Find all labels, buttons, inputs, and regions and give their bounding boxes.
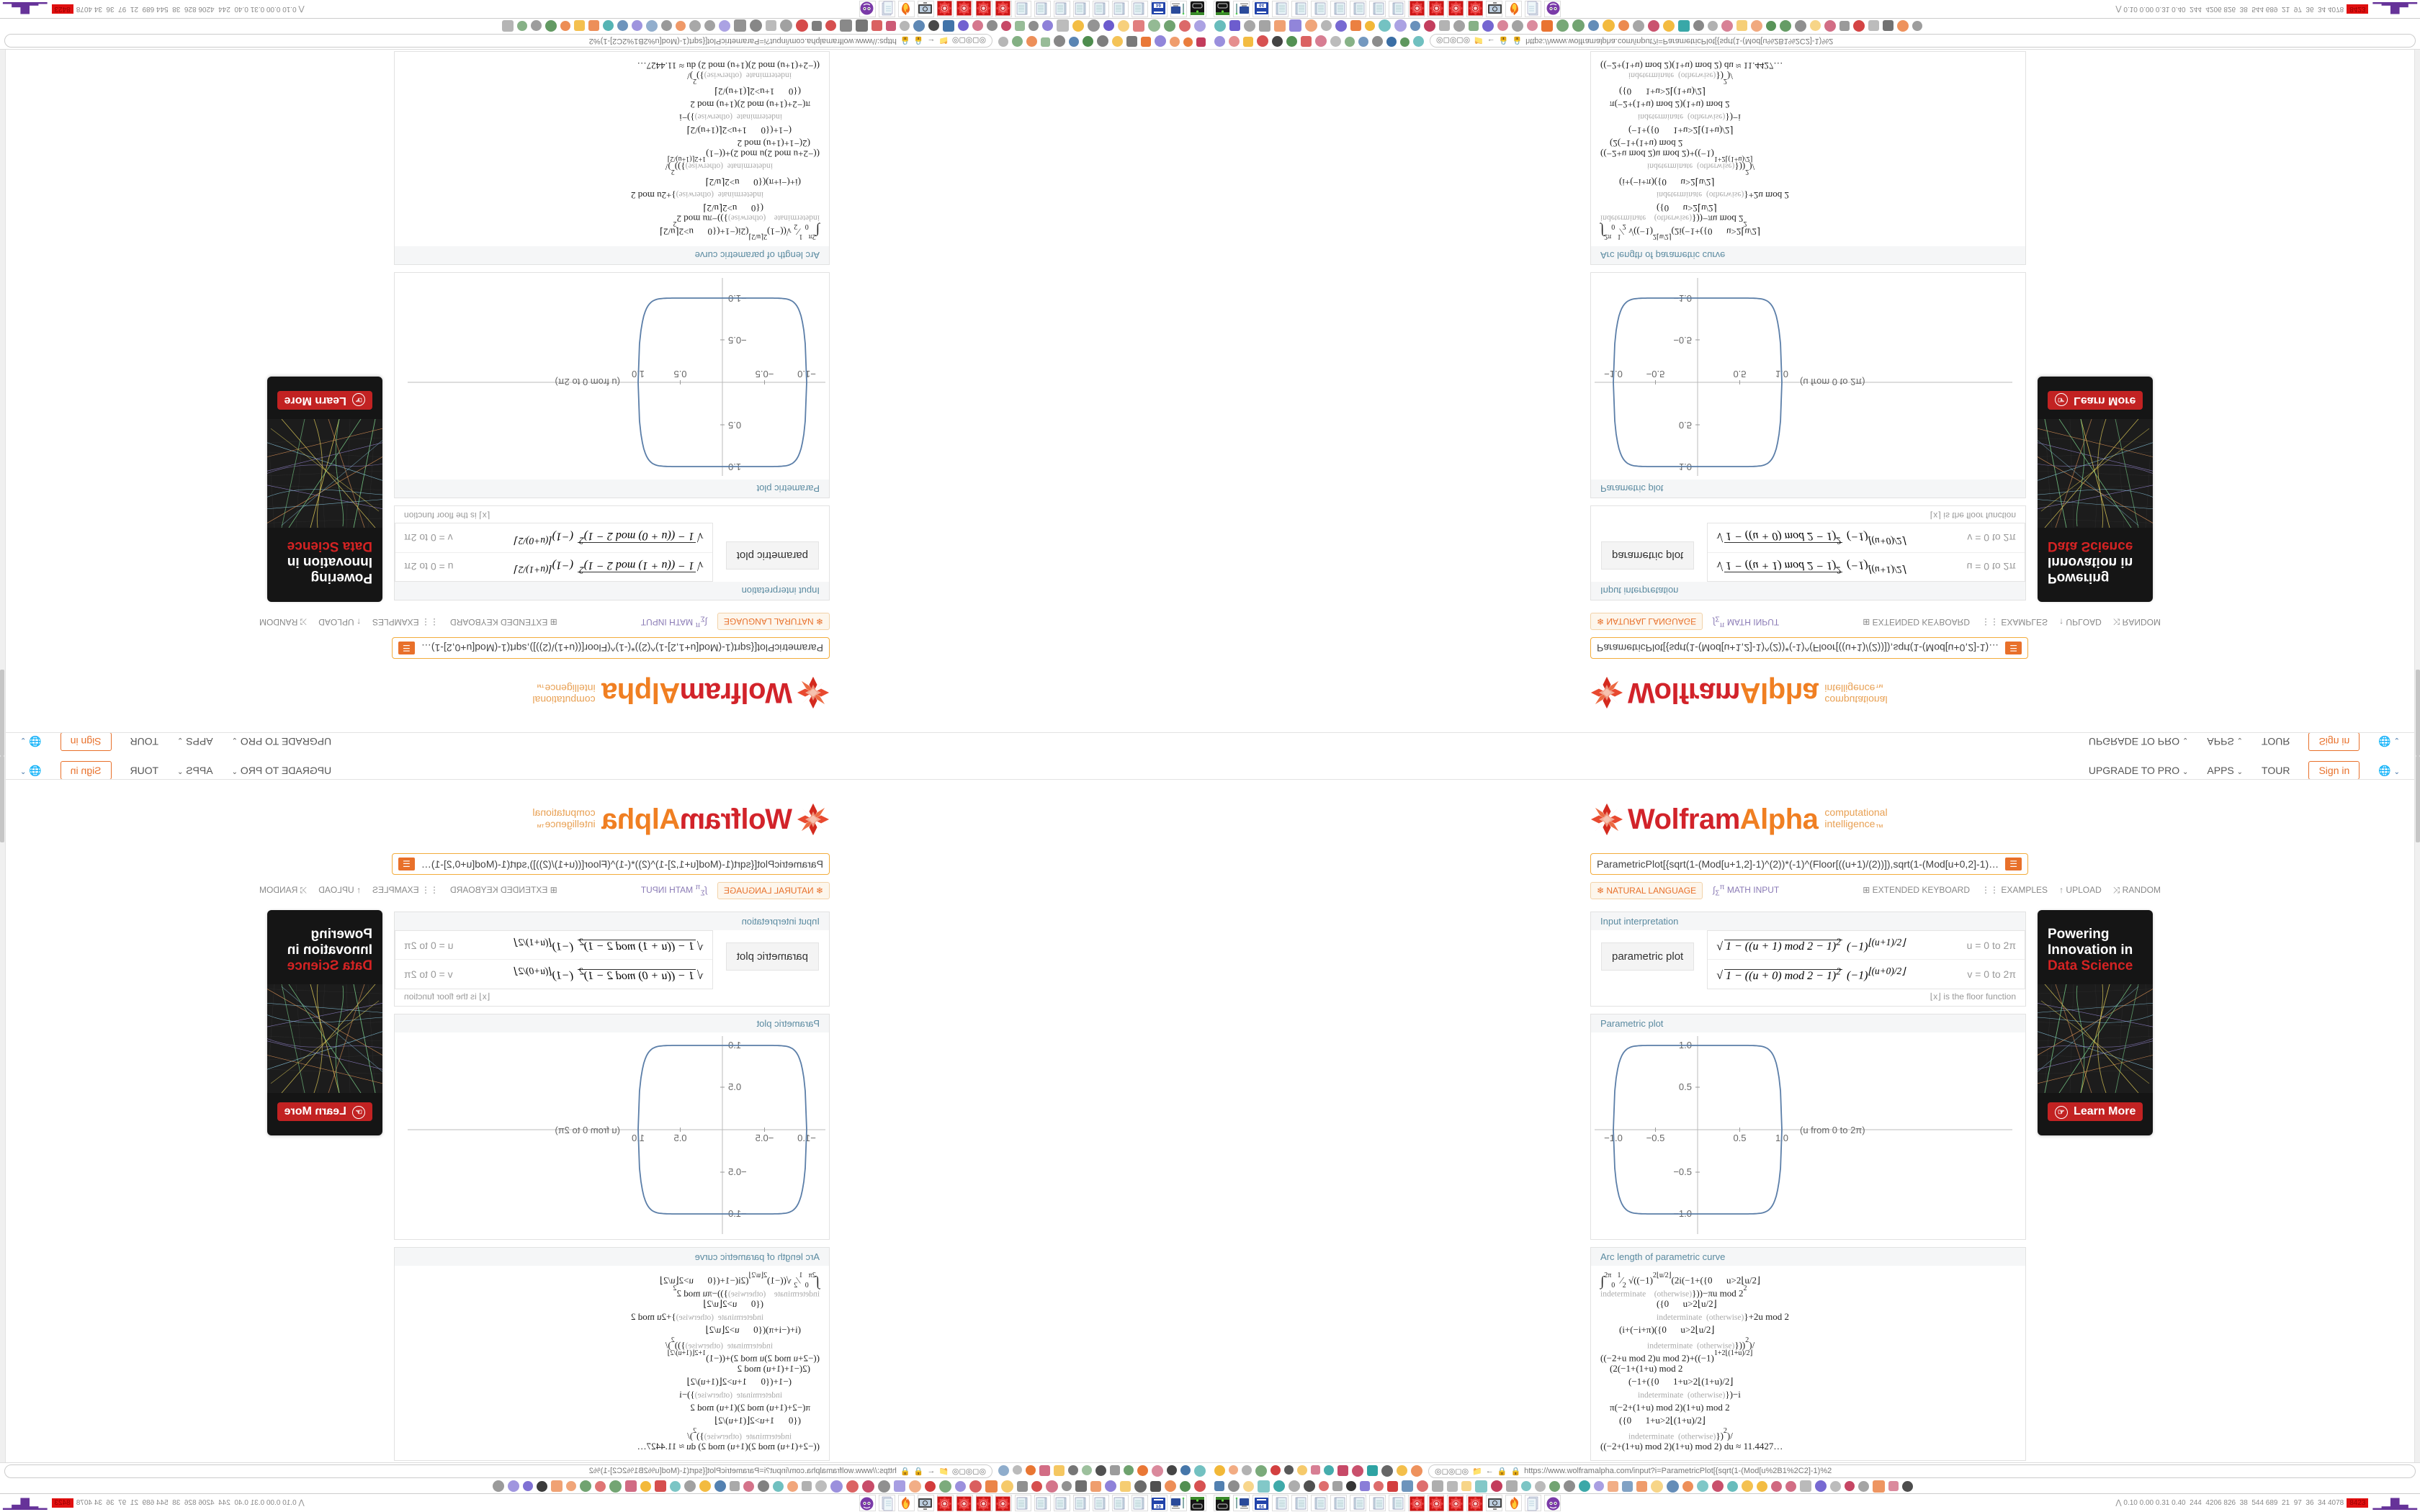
svg-text:−0.5: −0.5 [728, 1166, 747, 1177]
svg-text:64: 64 [1259, 3, 1264, 7]
svg-text:0.5: 0.5 [1679, 420, 1692, 431]
svg-text:64: 64 [1156, 3, 1161, 7]
svg-text:−0.5: −0.5 [1673, 1166, 1692, 1177]
svg-text:0.5: 0.5 [728, 1081, 741, 1092]
svg-text:64: 64 [1259, 1505, 1264, 1509]
svg-text:(u from 0 to 2π): (u from 0 to 2π) [1800, 1125, 1865, 1135]
svg-text:−0.5: −0.5 [756, 1133, 774, 1143]
svg-text:(u from 0 to 2π): (u from 0 to 2π) [555, 1125, 620, 1135]
svg-text:(u from 0 to 2π): (u from 0 to 2π) [555, 377, 620, 387]
svg-text:0.5: 0.5 [728, 420, 741, 431]
svg-text:0.5: 0.5 [673, 369, 686, 379]
svg-text:−0.5: −0.5 [1646, 369, 1665, 379]
svg-text:0.5: 0.5 [1733, 369, 1746, 379]
svg-text:0.5: 0.5 [1679, 1081, 1692, 1092]
svg-text:0.5: 0.5 [673, 1133, 686, 1143]
svg-text:−0.5: −0.5 [756, 369, 774, 379]
svg-text:−0.5: −0.5 [1646, 1133, 1665, 1143]
svg-text:−0.5: −0.5 [728, 335, 747, 346]
svg-text:(u from 0 to 2π): (u from 0 to 2π) [1800, 377, 1865, 387]
svg-text:64: 64 [1156, 1505, 1161, 1509]
svg-text:0.5: 0.5 [1733, 1133, 1746, 1143]
svg-text:−0.5: −0.5 [1673, 335, 1692, 346]
